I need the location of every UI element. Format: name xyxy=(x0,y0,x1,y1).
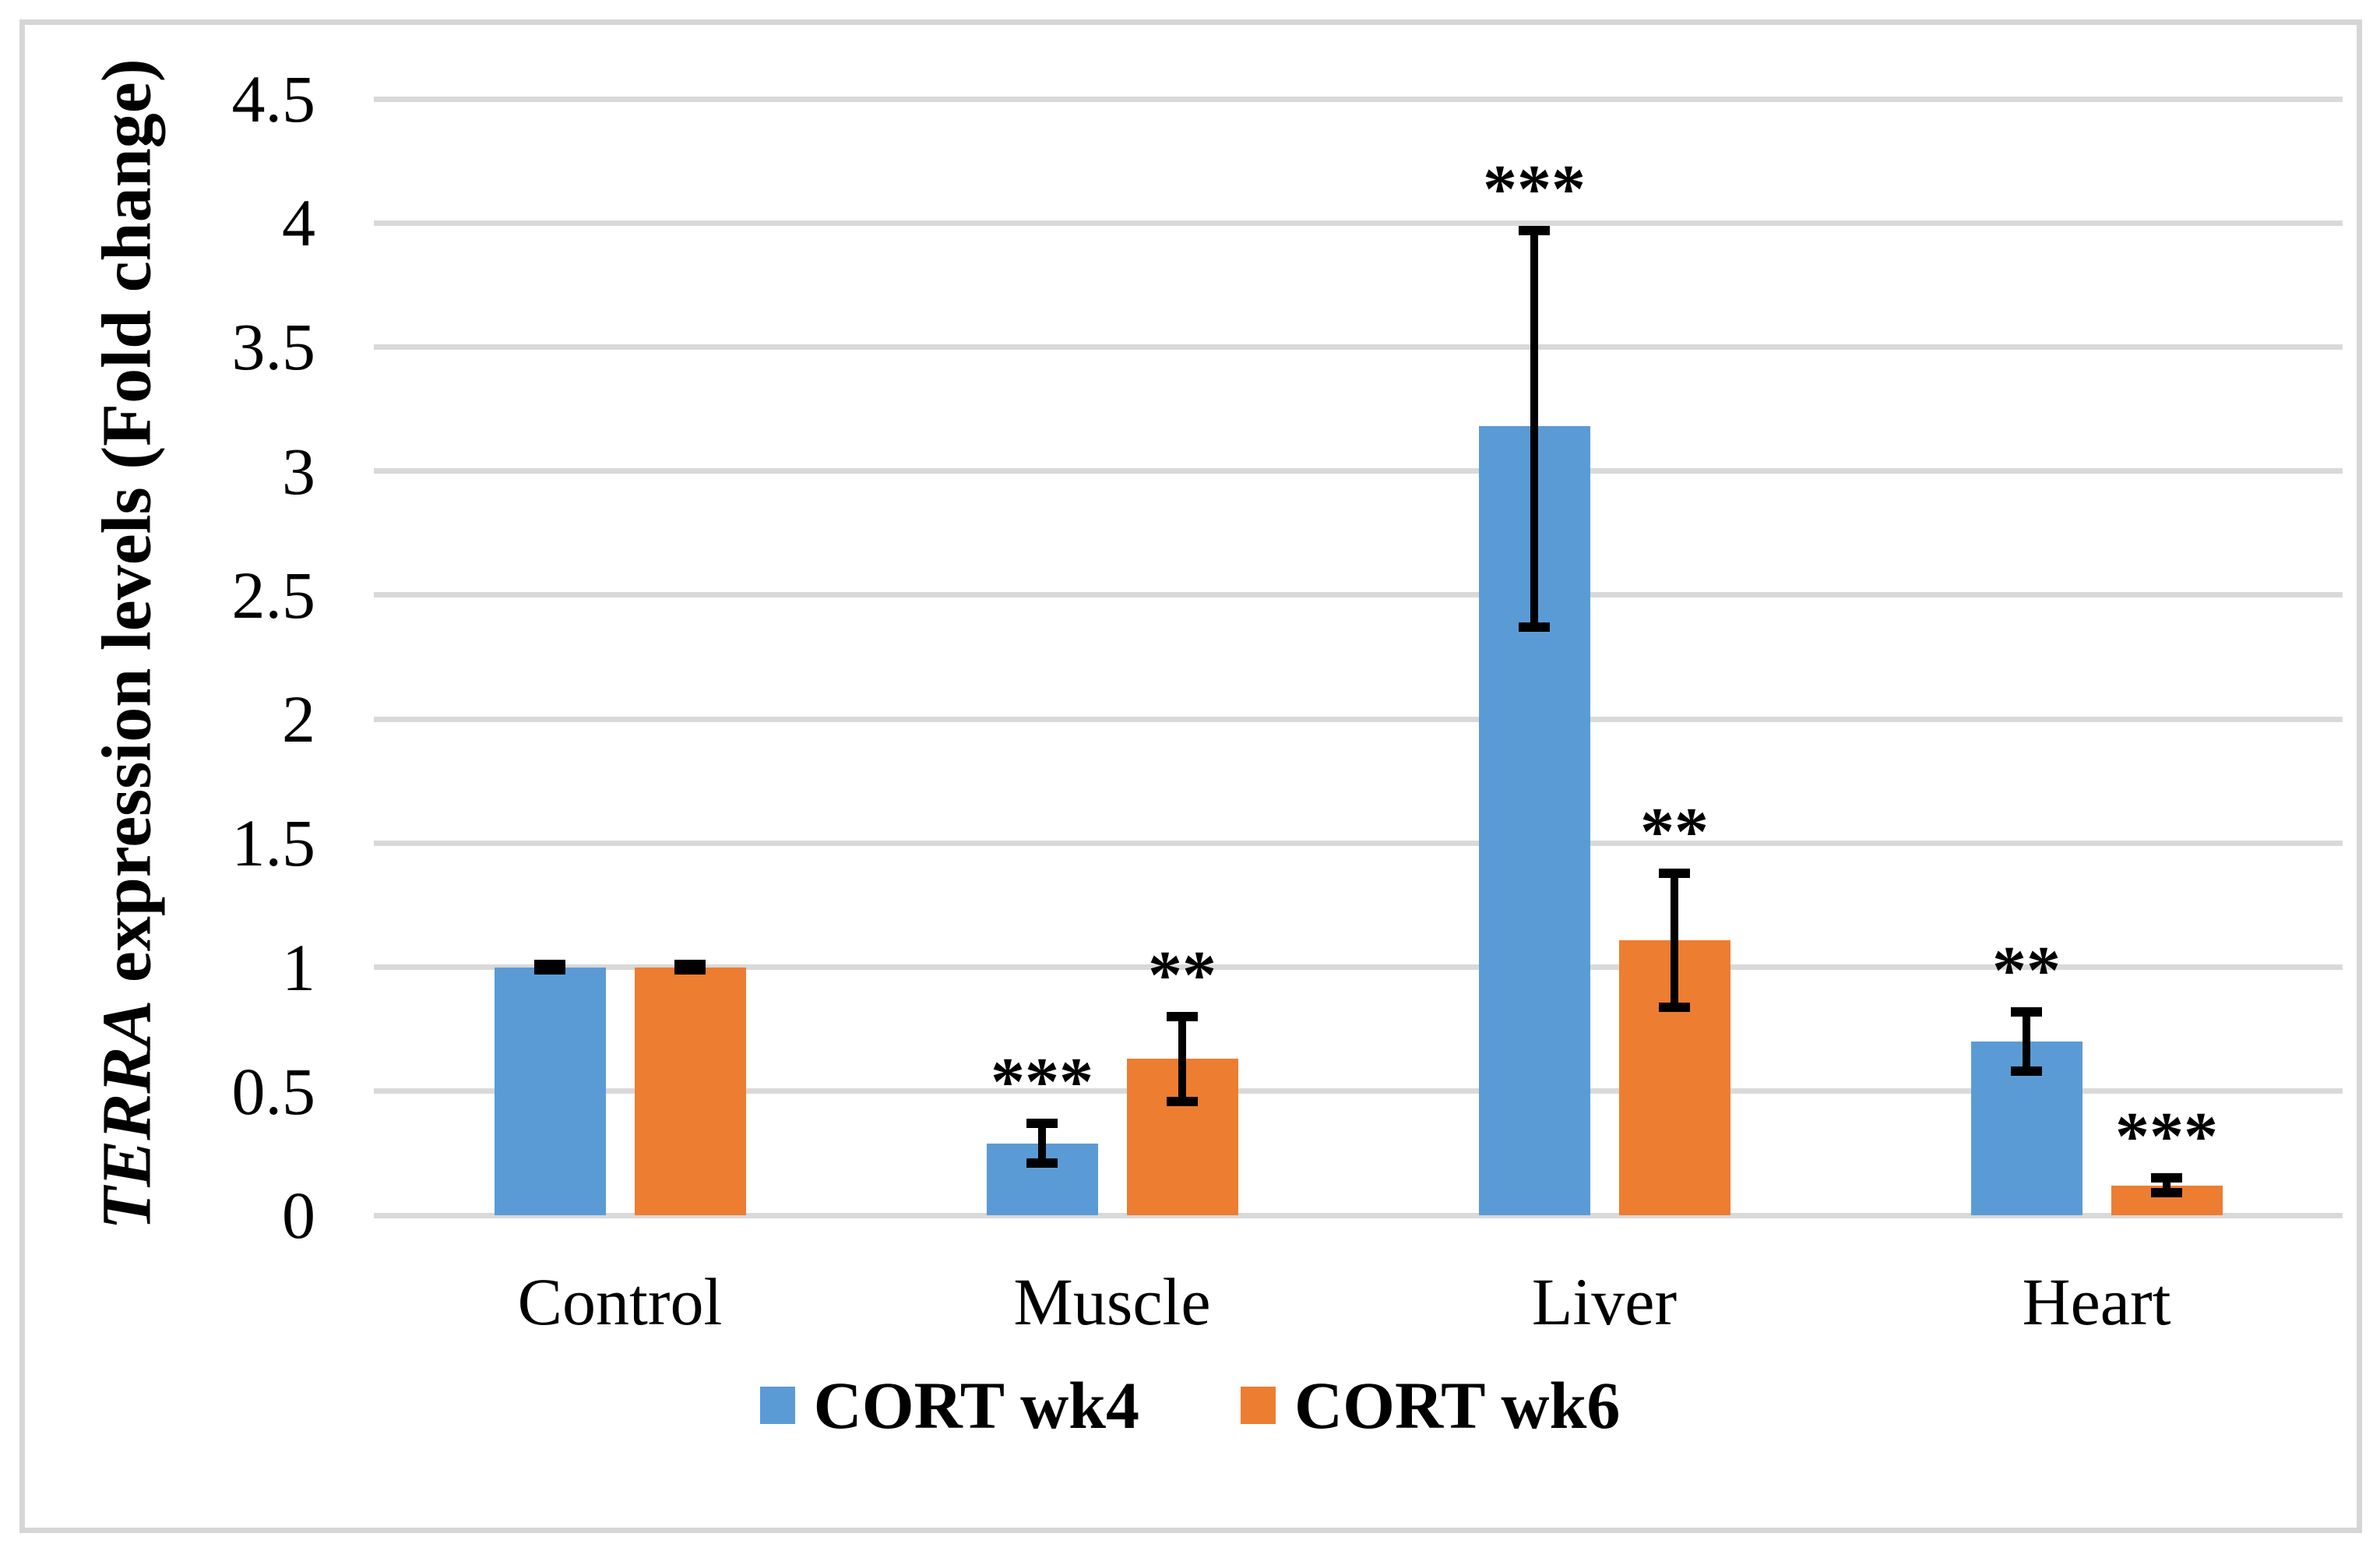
legend-label: CORT wk6 xyxy=(1294,1368,1621,1443)
category-label: Heart xyxy=(2022,1264,2171,1339)
error-bar-cap xyxy=(2151,1188,2182,1198)
error-bar-cap xyxy=(1659,1002,1690,1012)
gridline xyxy=(374,344,2343,350)
bar-cort-wk6-control xyxy=(634,967,746,1215)
error-bar-cap xyxy=(1519,622,1550,633)
gridline xyxy=(374,592,2343,598)
legend: CORT wk4 CORT wk6 xyxy=(0,1365,2380,1446)
error-bar-line xyxy=(1671,872,1678,1007)
gridline xyxy=(374,96,2343,102)
gridline xyxy=(374,220,2343,226)
y-tick-label: 1 xyxy=(282,929,315,1005)
y-tick-label: 2 xyxy=(282,682,315,757)
error-bar-cap xyxy=(1659,868,1690,878)
error-bar-cap xyxy=(1167,1096,1198,1106)
legend-item-cort-wk4: CORT wk4 xyxy=(759,1365,1139,1446)
y-tick-label: 4 xyxy=(282,185,315,261)
error-bar-cap xyxy=(2151,1173,2182,1183)
error-bar-line xyxy=(2023,1011,2030,1072)
y-tick-label: 1.5 xyxy=(231,805,316,881)
bar-cort-wk4-control xyxy=(494,967,606,1215)
category-label: Muscle xyxy=(1013,1264,1211,1339)
legend-swatch xyxy=(759,1387,795,1424)
error-bar-line xyxy=(1178,1017,1186,1102)
gridline xyxy=(374,840,2343,846)
significance-stars: ** xyxy=(1992,932,2061,1009)
significance-stars: *** xyxy=(2115,1099,2218,1176)
significance-stars: ** xyxy=(1640,794,1709,870)
legend-item-cort-wk6: CORT wk6 xyxy=(1241,1365,1620,1446)
gridline xyxy=(374,1212,2343,1218)
y-tick-label: 3 xyxy=(282,433,315,509)
figure-border xyxy=(19,19,2362,1533)
y-tick-label: 0 xyxy=(282,1178,315,1253)
error-bar-cap xyxy=(1167,1012,1198,1022)
y-tick-label: 0.5 xyxy=(231,1053,316,1129)
significance-stars: *** xyxy=(991,1045,1093,1121)
error-bar-cap xyxy=(534,964,565,975)
error-bar-cap xyxy=(1026,1158,1058,1169)
gridline xyxy=(374,468,2343,474)
legend-swatch xyxy=(1241,1387,1276,1424)
error-bar-cap xyxy=(2011,1066,2042,1077)
y-tick-label: 3.5 xyxy=(231,309,316,385)
error-bar-cap xyxy=(1519,225,1550,235)
error-bar-cap xyxy=(674,964,706,975)
error-bar-cap xyxy=(1026,1119,1058,1129)
gridline xyxy=(374,964,2343,971)
y-tick-label: 2.5 xyxy=(231,557,316,633)
significance-stars: ** xyxy=(1148,938,1216,1014)
y-tick-label: 4.5 xyxy=(231,62,316,137)
error-bar-line xyxy=(2163,1178,2171,1193)
gridline xyxy=(374,1088,2343,1095)
error-bar-line xyxy=(1038,1123,1046,1164)
significance-stars: *** xyxy=(1483,151,1586,227)
error-bar-line xyxy=(1530,230,1538,628)
category-label: Control xyxy=(517,1264,723,1339)
gridline xyxy=(374,716,2343,722)
category-label: Liver xyxy=(1531,1264,1678,1339)
legend-label: CORT wk4 xyxy=(813,1368,1139,1443)
error-bar-cap xyxy=(2011,1006,2042,1017)
